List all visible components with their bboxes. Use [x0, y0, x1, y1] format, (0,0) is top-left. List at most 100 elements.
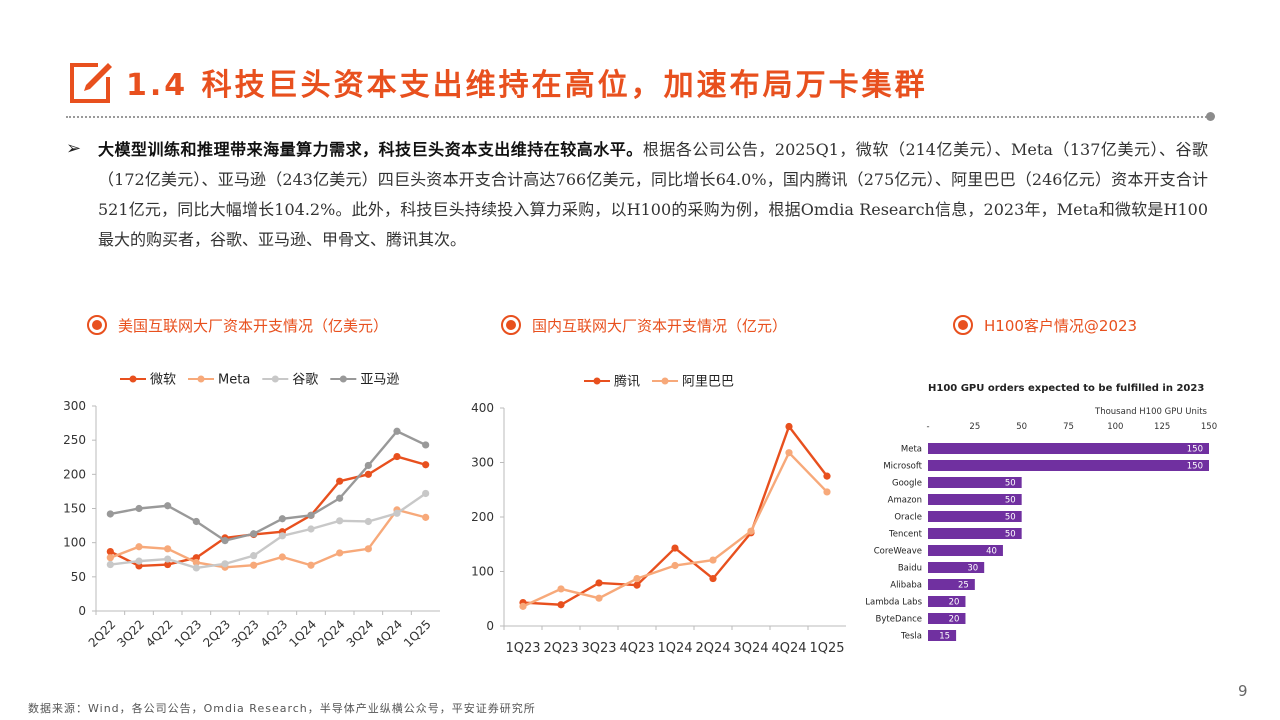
cn-data-point	[785, 449, 793, 457]
us-x-tick-label: 1Q23	[172, 617, 205, 650]
h100-x-tick-label: 50	[1016, 422, 1027, 432]
section-h100: H100客户情况@2023	[952, 314, 1137, 336]
h100-category-label: CoreWeave	[874, 547, 922, 557]
divider-end-dot	[1206, 112, 1215, 121]
h100-bar-value: 15	[939, 632, 950, 642]
h100-chart-title: H100 GPU orders expected to be fulfilled…	[928, 383, 1204, 394]
h100-bar	[928, 460, 1209, 471]
cn-x-tick-label: 3Q24	[733, 641, 768, 656]
cn-data-point	[557, 601, 565, 609]
us-x-tick-label: 4Q24	[372, 617, 405, 650]
us-legend-label: 微软	[150, 373, 176, 388]
cn-legend-label: 腾讯	[614, 374, 640, 390]
us-series-line	[110, 429, 427, 542]
h100-bar	[928, 579, 975, 590]
us-legend-label: 谷歌	[292, 373, 318, 388]
us-data-point	[422, 489, 430, 498]
page-title: 1.4 科技巨头资本支出维持在高位，加速布局万卡集群	[126, 68, 928, 103]
us-y-tick-label: 200	[63, 467, 86, 481]
cn-x-tick-label: 4Q23	[619, 641, 654, 656]
cn-x-tick-label: 1Q23	[505, 641, 540, 656]
h100-category-label: Tesla	[900, 632, 922, 642]
us-data-point	[192, 558, 200, 567]
us-data-point	[422, 461, 430, 469]
cn-data-point	[595, 594, 603, 602]
us-data-point	[364, 545, 372, 553]
section-cn-title: 国内互联网大厂资本开支情况（亿元）	[532, 316, 788, 335]
cn-x-tick-label: 3Q23	[581, 641, 616, 656]
us-data-point	[106, 554, 114, 562]
us-data-point	[336, 494, 344, 502]
us-data-point	[278, 515, 286, 523]
us-data-point	[278, 553, 286, 561]
us-y-tick-label: 50	[71, 570, 86, 584]
h100-bar-value: 40	[986, 547, 997, 557]
us-x-tick-label: 2Q23	[200, 617, 233, 650]
cn-series-line	[522, 424, 828, 606]
us-series-line	[109, 455, 426, 568]
h100-bar	[928, 477, 1022, 488]
cn-data-point	[709, 556, 717, 564]
us-data-point	[393, 509, 401, 517]
cn-y-tick-label: 400	[471, 401, 494, 415]
us-data-point	[307, 511, 315, 519]
us-x-tick-label: 2Q22	[86, 617, 119, 650]
us-data-point	[364, 470, 372, 478]
us-data-point	[192, 517, 200, 526]
us-legend-label: Meta	[218, 373, 250, 388]
h100-bar	[928, 613, 966, 624]
cn-data-point	[823, 472, 831, 480]
us-series-line	[110, 492, 427, 570]
h100-bar	[928, 562, 985, 573]
cn-series-line	[522, 450, 828, 608]
us-data-point	[307, 561, 315, 569]
cn-x-tick-label: 1Q24	[657, 641, 692, 656]
us-data-point	[250, 530, 258, 538]
target-circle-icon	[87, 315, 107, 335]
section-us-title: 美国互联网大厂资本开支情况（亿美元）	[118, 316, 389, 335]
cn-data-point	[671, 544, 679, 552]
us-legend-label: 亚马逊	[360, 373, 399, 388]
cn-legend-marker	[661, 377, 669, 385]
us-data-point	[250, 561, 258, 569]
cn-capex-line-chart: 0 100 200 300 400 1Q23 2Q23 3Q23 4Q23 1Q24 2Q24 3Q2…	[471, 374, 846, 656]
us-legend-marker	[129, 375, 137, 383]
us-data-point	[336, 517, 344, 525]
us-legend-marker	[197, 375, 205, 383]
h100-bar-value: 150	[1187, 462, 1203, 472]
us-data-point	[135, 504, 143, 513]
h100-bar	[928, 528, 1022, 539]
us-data-point	[106, 510, 114, 518]
cn-data-point	[633, 574, 641, 583]
us-y-tick-label: 100	[63, 536, 86, 550]
h100-bar	[928, 545, 1003, 556]
cn-x-tick-label: 1Q25	[809, 641, 844, 656]
us-x-tick-label: 4Q22	[143, 617, 176, 650]
cn-x-tick-label: 2Q23	[543, 641, 578, 656]
h100-x-tick-label: 75	[1063, 422, 1074, 432]
h100-bar-value: 20	[949, 598, 960, 608]
cn-legend-label: 阿里巴巴	[682, 375, 734, 390]
us-data-point	[278, 532, 286, 540]
cn-data-point	[709, 574, 717, 583]
us-data-point	[250, 552, 258, 560]
us-data-point	[164, 545, 172, 553]
h100-x-tick-label: 100	[1107, 422, 1123, 432]
h100-axis-title: Thousand H100 GPU Units	[1094, 407, 1208, 417]
h100-category-label: Baidu	[898, 564, 922, 574]
summary-text: 根据各公司公告，2025Q1，微软（214亿美元）、Meta（137亿美元）、谷…	[98, 140, 1208, 249]
h100-category-label: ByteDance	[876, 615, 922, 625]
bullet-marker: ➢	[66, 138, 82, 159]
h100-bar-value: 30	[967, 564, 978, 574]
us-data-point	[422, 513, 430, 521]
us-data-point	[364, 517, 372, 526]
us-x-tick-label: 2Q24	[315, 617, 348, 650]
us-data-point	[164, 502, 172, 510]
us-x-tick-label: 3Q22	[114, 617, 147, 650]
us-capex-line-chart: 0501001502002503002Q223Q224Q221Q232Q233Q…	[63, 373, 440, 650]
h100-bar-value: 150	[1187, 445, 1203, 455]
data-source-note: 数据来源：Wind，各公司公告，Omdia Research，半导体产业纵横公众…	[28, 702, 536, 715]
h100-bar	[928, 630, 957, 641]
us-data-point	[192, 564, 200, 572]
h100-category-label: Lambda Labs	[865, 598, 922, 608]
